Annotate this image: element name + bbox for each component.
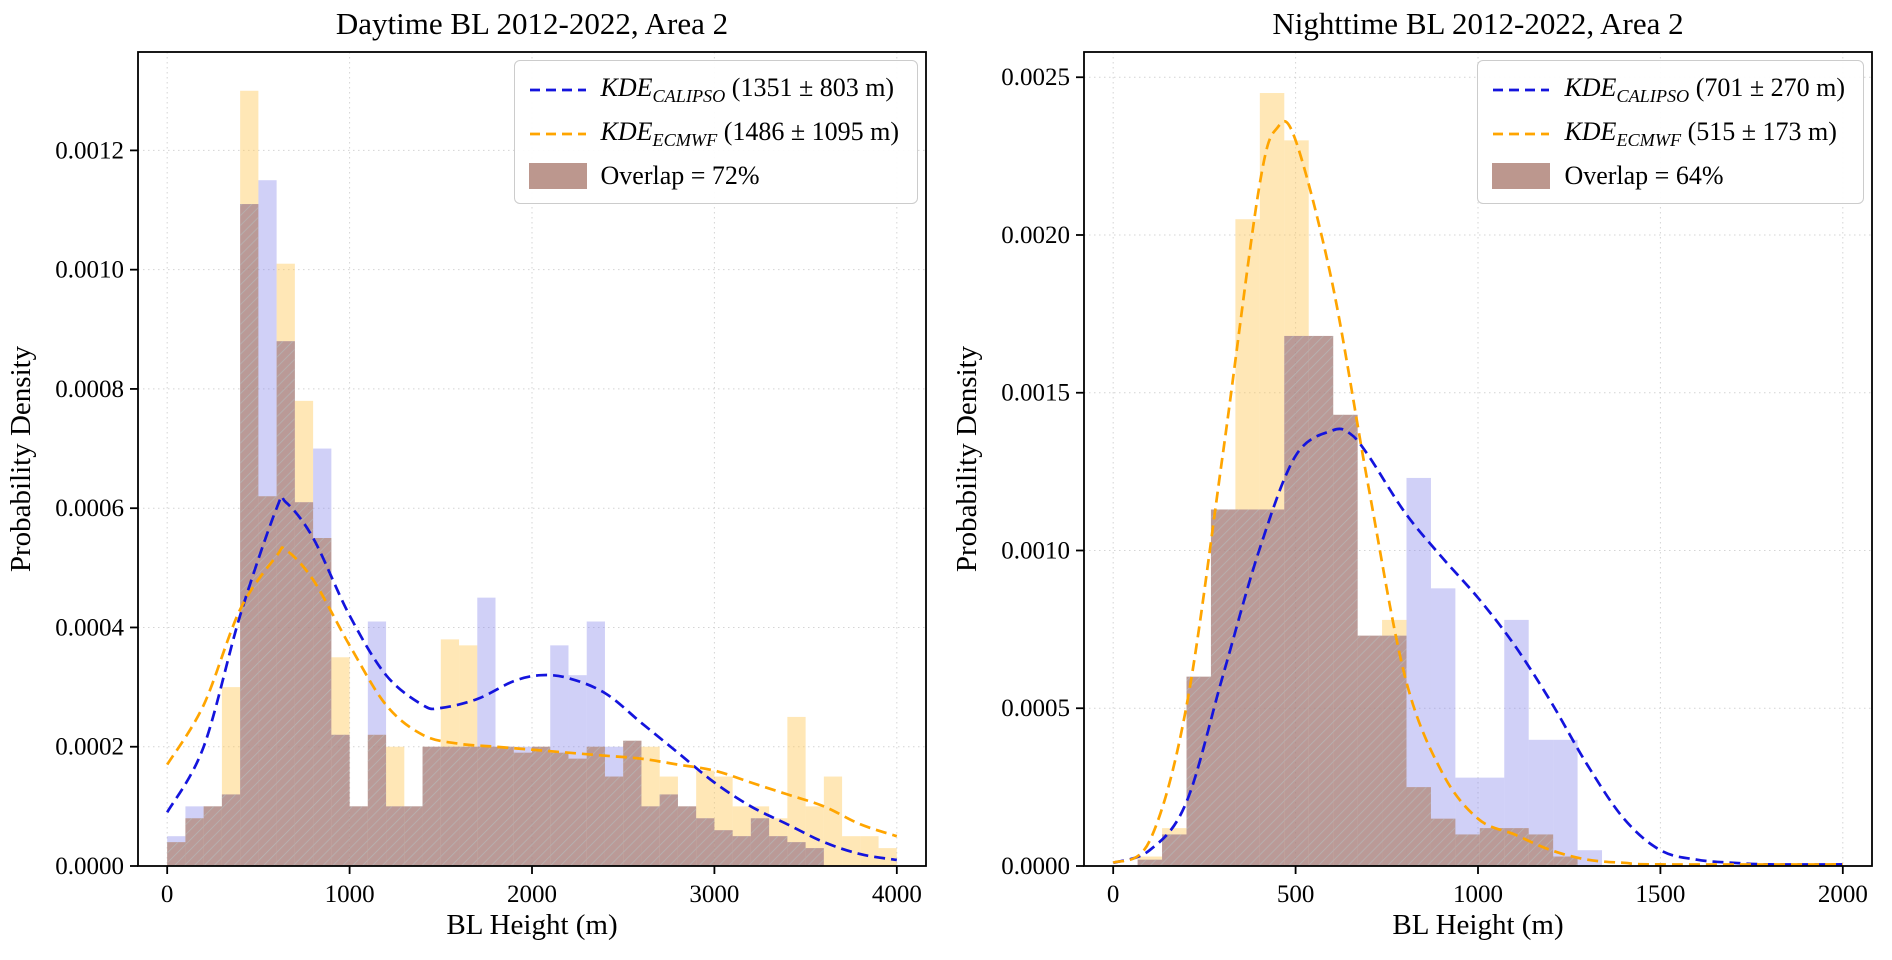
axis-ticks: 0 1000 2000 3000 4000 0.0000 0.0002 0.0004 0.000… [55, 137, 922, 908]
y-tick-label: 0.0000 [55, 853, 124, 880]
legend-label: KDECALIPSO (1351 ± 803 m) [600, 73, 895, 107]
kde-curve-calipso [1112, 427, 1843, 866]
x-tick-label: 0 [161, 881, 174, 908]
chart-title: Nighttime BL 2012-2022, Area 2 [1272, 6, 1683, 41]
y-tick-label: 0.0004 [55, 614, 124, 641]
axis-ticks: 0 500 1000 1500 2000 0.0000 0.0005 0.0010 0.0015… [1001, 64, 1868, 908]
legend-item: KDECALIPSO (1351 ± 803 m) [529, 73, 899, 107]
legend-item: KDEECMWF (1486 ± 1095 m) [529, 117, 899, 151]
y-tick-label: 0.0025 [1001, 64, 1070, 91]
nighttime-panel: 0 500 1000 1500 2000 0.0000 0.0005 0.0010 0.0015… [946, 0, 1892, 960]
x-tick-label: 1500 [1635, 881, 1685, 908]
legend-label: KDEECMWF (515 ± 173 m) [1564, 117, 1837, 151]
y-tick-label: 0.0005 [1001, 695, 1070, 722]
y-tick-label: 0.0010 [55, 257, 124, 284]
y-tick-label: 0.0006 [55, 495, 124, 522]
histogram-bars [1137, 93, 1603, 866]
legend-item: Overlap = 64% [1492, 161, 1845, 191]
legend-line-sample-ecmwf [529, 132, 586, 136]
legend-patch-sample [528, 163, 587, 190]
legend-line-sample-ecmwf [1493, 132, 1550, 136]
legend-line-sample-calipso [529, 88, 586, 92]
y-tick-label: 0.0015 [1001, 380, 1070, 407]
x-tick-label: 3000 [689, 881, 739, 908]
legend-patch-sample [1492, 163, 1551, 190]
y-tick-label: 0.0012 [55, 137, 124, 164]
legend-label: Overlap = 72% [600, 161, 760, 191]
legend-label: Overlap = 64% [1564, 161, 1724, 191]
daytime-chart: 0 1000 2000 3000 4000 0.0000 0.0002 0.0004 0.000… [5, 6, 927, 941]
kde-curve-ecmwf [1112, 120, 1843, 866]
x-tick-label: 1000 [325, 881, 375, 908]
daytime-legend: KDECALIPSO (1351 ± 803 m) KDEECMWF (1486 … [513, 60, 918, 205]
histogram-bars [167, 90, 897, 866]
x-tick-label: 0 [1107, 881, 1120, 908]
y-tick-label: 0.0002 [55, 734, 124, 761]
x-tick-label: 4000 [872, 881, 922, 908]
legend-item: KDECALIPSO (701 ± 270 m) [1492, 73, 1845, 107]
x-tick-label: 500 [1277, 881, 1315, 908]
y-tick-label: 0.0020 [1001, 222, 1070, 249]
legend-item: KDEECMWF (515 ± 173 m) [1492, 117, 1845, 151]
y-axis-label: Probability Density [5, 345, 37, 572]
x-tick-label: 2000 [507, 881, 557, 908]
x-tick-label: 2000 [1818, 881, 1868, 908]
daytime-panel: 0 1000 2000 3000 4000 0.0000 0.0002 0.0004 0.000… [5, 6, 927, 941]
legend-label: KDEECMWF (1486 ± 1095 m) [600, 117, 899, 151]
legend-line-sample-calipso [1493, 88, 1550, 92]
chart-title: Daytime BL 2012-2022, Area 2 [336, 6, 728, 41]
y-tick-label: 0.0008 [55, 376, 124, 403]
kde-curve-ecmwf [166, 546, 898, 838]
x-tick-label: 1000 [1453, 881, 1503, 908]
x-axis-label: BL Height (m) [1392, 909, 1563, 941]
x-axis-label: BL Height (m) [446, 909, 617, 941]
y-tick-label: 0.0000 [1001, 853, 1070, 880]
nighttime-chart: 0 500 1000 1500 2000 0.0000 0.0005 0.0010 0.0015… [951, 6, 1873, 941]
legend-label: KDECALIPSO (701 ± 270 m) [1564, 73, 1845, 107]
legend-item: Overlap = 72% [528, 161, 899, 191]
kde-curve-calipso [166, 494, 898, 862]
y-tick-label: 0.0010 [1001, 537, 1070, 564]
y-axis-label: Probability Density [951, 345, 983, 572]
nighttime-legend: KDECALIPSO (701 ± 270 m) KDEECMWF (515 ± … [1477, 60, 1864, 205]
